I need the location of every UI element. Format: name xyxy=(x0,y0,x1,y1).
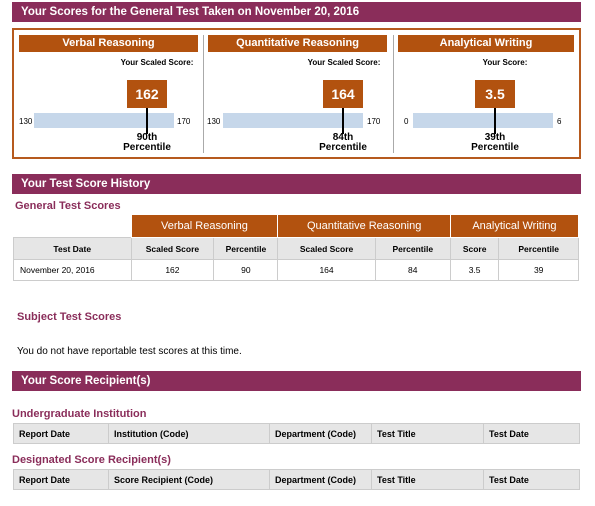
col-report-date: Report Date xyxy=(13,423,109,444)
percentile: 84th Percentile xyxy=(319,132,367,153)
history-header-bar: Your Test Score History xyxy=(12,174,581,194)
col-scaled-score: Scaled Score xyxy=(130,237,215,260)
range-max: 6 xyxy=(557,117,562,126)
undergrad-table: Report Date Institution (Code) Departmen… xyxy=(13,423,580,444)
col-percentile: Percentile xyxy=(213,237,279,260)
scaled-score-label: Your Scaled Score: xyxy=(120,58,194,67)
quant-panel: Quantitative Reasoning Your Scaled Score… xyxy=(203,30,392,157)
col-score: Score xyxy=(449,237,500,260)
no-subject-scores-message: You do not have reportable test scores a… xyxy=(17,346,242,357)
range-max: 170 xyxy=(177,117,191,126)
score-track xyxy=(223,113,363,128)
score-badge: 162 xyxy=(127,80,167,108)
percentile: 90th Percentile xyxy=(123,132,171,153)
range-min: 130 xyxy=(207,117,221,126)
cell: 3.5 xyxy=(449,259,500,281)
panel-divider xyxy=(203,35,204,153)
col-test-title: Test Title xyxy=(371,469,484,490)
score-marker xyxy=(494,108,496,134)
col-score-recipient: Score Recipient (Code) xyxy=(108,469,270,490)
designated-table: Report Date Score Recipient (Code) Depar… xyxy=(13,469,580,490)
score-badge: 3.5 xyxy=(475,80,515,108)
col-test-date: Test Date xyxy=(13,237,132,260)
panel-heading: Verbal Reasoning xyxy=(19,35,198,52)
cell-date: November 20, 2016 xyxy=(13,259,132,281)
col-scaled-score: Scaled Score xyxy=(277,237,376,260)
writing-panel: Analytical Writing Your Score: 3.5 0 6 3… xyxy=(393,30,579,157)
col-institution: Institution (Code) xyxy=(108,423,270,444)
panel-heading: Analytical Writing xyxy=(398,35,574,52)
range-min: 130 xyxy=(19,117,33,126)
score-marker xyxy=(342,108,344,134)
general-scores-table: Verbal Reasoning Quantitative Reasoning … xyxy=(13,214,580,281)
cell: 84 xyxy=(374,259,451,281)
col-report-date: Report Date xyxy=(13,469,109,490)
range-max: 170 xyxy=(367,117,381,126)
col-department: Department (Code) xyxy=(269,469,372,490)
cell: 162 xyxy=(130,259,215,281)
score-track xyxy=(413,113,553,128)
percentile: 39th Percentile xyxy=(471,132,519,153)
group-verbal: Verbal Reasoning xyxy=(130,214,279,238)
cell: 39 xyxy=(498,259,579,281)
col-test-date: Test Date xyxy=(483,469,580,490)
col-test-date: Test Date xyxy=(483,423,580,444)
range-min: 0 xyxy=(404,117,409,126)
group-quant: Quantitative Reasoning xyxy=(277,214,451,238)
general-scores-title: General Test Scores xyxy=(15,200,121,212)
table-row: November 20, 2016 162 90 164 84 3.5 39 xyxy=(13,259,579,281)
cell: 90 xyxy=(213,259,279,281)
group-writing: Analytical Writing xyxy=(449,214,580,238)
score-track xyxy=(34,113,174,128)
panel-divider xyxy=(393,35,394,153)
cell: 164 xyxy=(277,259,376,281)
recipients-header-bar: Your Score Recipient(s) xyxy=(12,371,581,391)
score-marker xyxy=(146,108,148,134)
designated-title: Designated Score Recipient(s) xyxy=(12,454,171,466)
col-percentile: Percentile xyxy=(498,237,579,260)
score-badge: 164 xyxy=(323,80,363,108)
undergrad-title: Undergraduate Institution xyxy=(12,408,147,420)
scaled-score-label: Your Scaled Score: xyxy=(307,58,381,67)
col-test-title: Test Title xyxy=(371,423,484,444)
col-percentile: Percentile xyxy=(374,237,451,260)
score-panels: Verbal Reasoning Your Scaled Score: 162 … xyxy=(12,28,581,159)
subject-scores-title: Subject Test Scores xyxy=(17,311,122,323)
col-department: Department (Code) xyxy=(269,423,372,444)
verbal-panel: Verbal Reasoning Your Scaled Score: 162 … xyxy=(14,30,203,157)
scores-header-bar: Your Scores for the General Test Taken o… xyxy=(12,2,581,22)
score-label: Your Score: xyxy=(482,58,528,67)
panel-heading: Quantitative Reasoning xyxy=(208,35,387,52)
